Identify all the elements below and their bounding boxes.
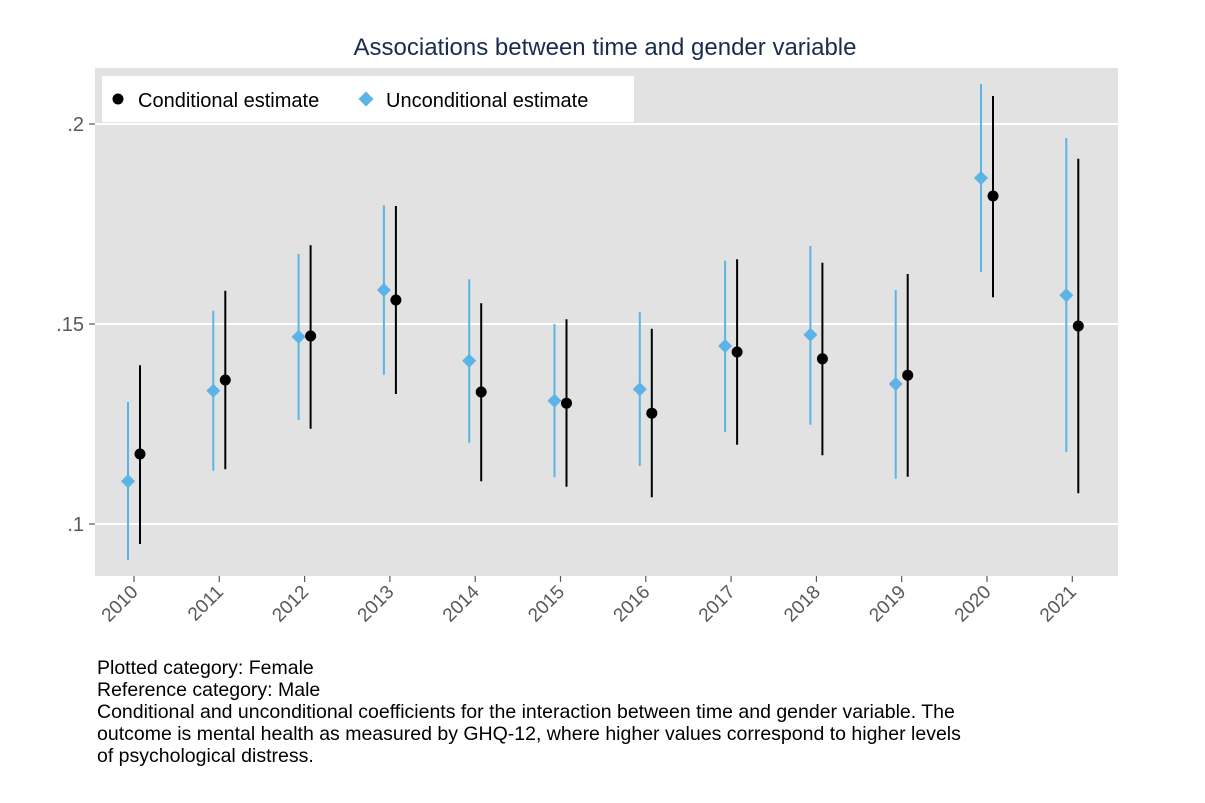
chart: Associations between time and gender var…: [56, 34, 1118, 627]
legend-label-unconditional: Unconditional estimate: [386, 90, 588, 112]
note-description-line-1: Conditional and unconditional coefficien…: [97, 701, 955, 723]
conditional-estimate-point: [390, 294, 402, 306]
note-description-line-3: of psychological distress.: [97, 745, 314, 767]
x-tick-label: 2018: [780, 582, 825, 627]
x-tick-label: 2013: [354, 582, 399, 627]
x-tick-label: 2020: [951, 582, 996, 627]
conditional-estimate-point: [816, 353, 828, 365]
conditional-estimate-point: [987, 190, 999, 202]
unconditional-estimate-point: [121, 474, 135, 489]
unconditional-estimate-point: [888, 377, 903, 391]
unconditional-estimate-point: [462, 353, 477, 368]
x-tick-label: 2016: [610, 582, 655, 627]
y-tick-label: .15: [56, 314, 84, 336]
x-tick-label: 2019: [865, 582, 910, 627]
y-tick-label: .1: [67, 514, 84, 536]
point-markers: [121, 171, 1084, 489]
plot-area: [95, 68, 1118, 576]
chart-title: Associations between time and gender var…: [354, 34, 857, 61]
x-tick-label: 2010: [98, 582, 143, 627]
conditional-estimate-point: [134, 448, 146, 460]
unconditional-estimate-point: [974, 171, 988, 185]
note-description-line-2: outcome is mental health as measured by …: [97, 723, 961, 745]
x-tick-label: 2021: [1036, 582, 1081, 627]
unconditional-estimate-point: [206, 383, 221, 398]
unconditional-estimate-point: [291, 329, 306, 344]
x-tick-label: 2017: [695, 582, 740, 627]
unconditional-estimate-point: [632, 382, 647, 397]
x-tick-label: 2012: [268, 582, 313, 627]
conditional-estimate-point: [475, 386, 487, 398]
note-plotted-category: Plotted category: Female: [97, 657, 314, 679]
x-tick-label: 2011: [184, 582, 228, 626]
y-tick-label: .2: [67, 114, 84, 136]
legend-marker-unconditional: [358, 91, 374, 107]
x-tick-label: 2015: [524, 582, 569, 627]
chart-notes: Plotted category: Female Reference categ…: [97, 657, 1177, 767]
legend-label-conditional: Conditional estimate: [138, 90, 319, 112]
legend-marker-conditional: [112, 93, 124, 105]
unconditional-estimate-point: [547, 393, 562, 408]
conditional-estimate-point: [1072, 320, 1084, 332]
conditional-estimate-point: [219, 374, 231, 386]
conditional-estimate-point: [305, 330, 317, 342]
conditional-estimate-point: [646, 407, 658, 419]
x-tick-label: 2014: [439, 581, 484, 626]
unconditional-estimate-point: [1059, 288, 1074, 303]
gridlines: [95, 123, 1118, 525]
unconditional-estimate-point: [718, 339, 733, 353]
unconditional-estimate-point: [803, 327, 818, 342]
conditional-estimate-point: [561, 397, 572, 409]
conditional-estimate-point: [902, 369, 914, 381]
unconditional-estimate-point: [376, 283, 391, 297]
legend: Conditional estimate Unconditional estim…: [102, 76, 634, 122]
conditional-estimate-point: [731, 346, 743, 358]
note-reference-category: Reference category: Male: [97, 679, 321, 701]
